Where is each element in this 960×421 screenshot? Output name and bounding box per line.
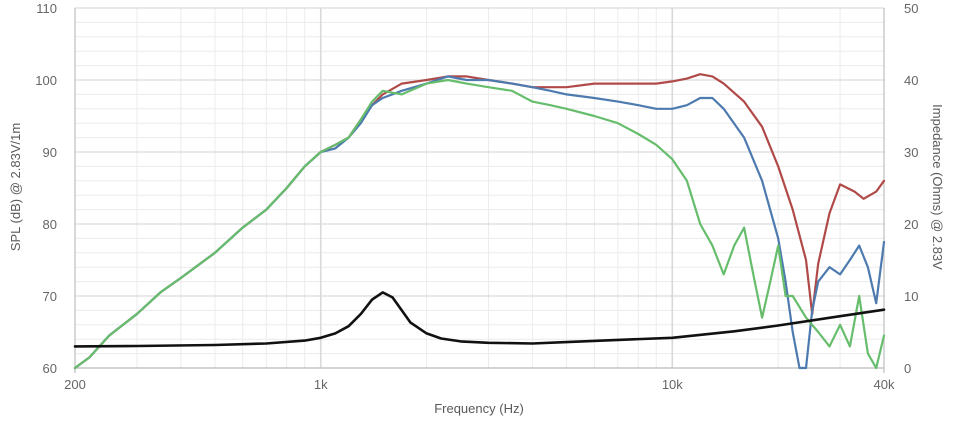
y2-tick-label: 20: [904, 217, 918, 232]
y2-tick-label: 40: [904, 73, 918, 88]
x-tick-label: 200: [64, 377, 86, 392]
y-tick-label: 80: [43, 217, 57, 232]
y2-tick-label: 0: [904, 361, 911, 376]
spl-series-line-red: [73, 73, 886, 370]
y2-axis-title: Impedance (Ohms) @ 2.83V: [930, 104, 945, 270]
plot-frame: [74, 8, 885, 373]
x-tick-label: 40k: [874, 377, 895, 392]
x-axis-title: Frequency (Hz): [434, 401, 524, 416]
y-tick-label: 110: [36, 1, 57, 16]
tick-labels: 200 1k 10k 40k 60 70 80 90 100 110 0 10 20 30 40 50: [35, 1, 918, 392]
impedance-series-line: [73, 291, 886, 348]
y-tick-label: 70: [43, 289, 57, 304]
y-tick-label: 60: [43, 361, 57, 376]
y-tick-label: 100: [35, 73, 57, 88]
x-tick-label: 1k: [314, 377, 328, 392]
y-axis-title: SPL (dB) @ 2.83V/1m: [8, 123, 23, 251]
y2-tick-label: 50: [904, 1, 918, 16]
x-tick-label: 10k: [662, 377, 683, 392]
spl-series-line-blue: [73, 75, 886, 370]
spl-series-line-green: [73, 78, 886, 370]
y2-tick-label: 30: [904, 145, 918, 160]
y2-tick-label: 10: [904, 289, 918, 304]
y-tick-label: 90: [43, 145, 57, 160]
series-layer: [73, 73, 886, 370]
